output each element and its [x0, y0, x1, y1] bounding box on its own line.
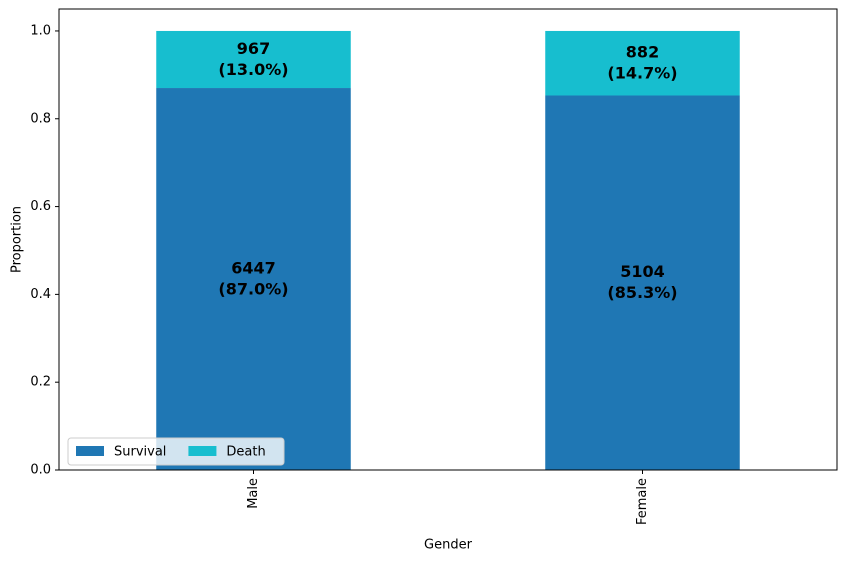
y-tick-label: 0.2 — [30, 375, 51, 390]
count-label: 5104 — [620, 262, 665, 281]
bar-segment — [156, 88, 351, 471]
y-tick-label: 0.6 — [30, 199, 51, 214]
y-tick-label: 0.4 — [30, 287, 51, 302]
legend: Survival Death — [67, 437, 285, 466]
value-label: (13.0%) — [218, 60, 288, 79]
legend-swatch — [188, 446, 217, 456]
y-tick-label: 0.8 — [30, 111, 51, 126]
y-tick-label: 0.0 — [30, 463, 51, 478]
count-label: 6447 — [231, 259, 276, 278]
count-label: 967 — [237, 39, 270, 58]
value-label: (85.3%) — [607, 283, 677, 302]
bar-segment — [545, 95, 740, 471]
legend-swatch — [76, 446, 104, 456]
y-axis-label: Proportion — [10, 206, 25, 273]
plot-frame — [58, 8, 838, 471]
x-tick-label: Female — [635, 478, 650, 525]
bar-segment — [545, 30, 740, 96]
value-label: (14.7%) — [607, 64, 677, 83]
x-axis-label: Gender — [424, 538, 473, 553]
legend-frame — [67, 437, 285, 466]
legend-label: Death — [226, 445, 265, 460]
x-tick-label: Male — [246, 478, 261, 509]
y-tick-label: 1.0 — [30, 23, 51, 38]
value-label: (87.0%) — [218, 280, 288, 299]
legend-label: Survival — [114, 445, 166, 460]
count-label: 882 — [626, 43, 659, 62]
bar-segment — [156, 30, 351, 89]
